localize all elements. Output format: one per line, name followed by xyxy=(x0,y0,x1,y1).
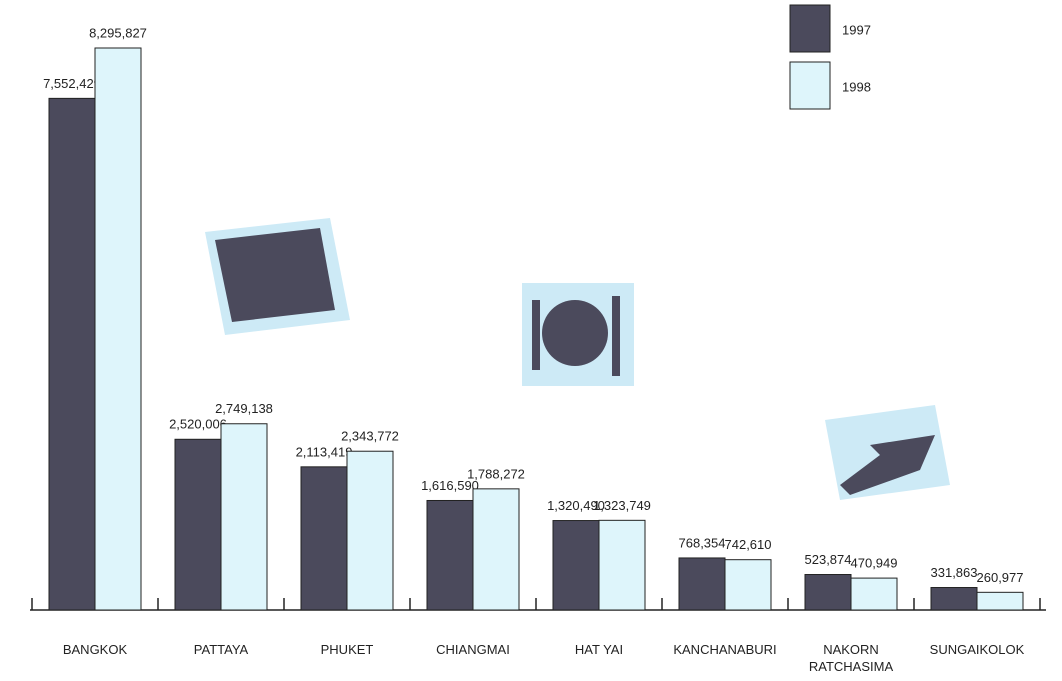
bar xyxy=(678,557,726,611)
x-tick-label: HAT YAI xyxy=(574,642,624,657)
value-label: 260,977 xyxy=(977,570,1024,585)
value-label: 470,949 xyxy=(851,556,898,571)
bar xyxy=(724,559,772,611)
bar xyxy=(300,466,348,611)
bar xyxy=(220,423,268,611)
x-tick-label: BANGKOK xyxy=(62,642,128,657)
value-label: 331,863 xyxy=(931,565,978,580)
value-label: 2,343,772 xyxy=(341,429,399,444)
legend-swatch xyxy=(789,4,831,53)
x-tick-label: NAKORN RATCHASIMA xyxy=(808,642,894,674)
value-label: 1,320,490 xyxy=(547,498,605,513)
bar xyxy=(346,450,394,611)
x-tick-label: KANCHANABURI xyxy=(673,642,777,657)
bar xyxy=(804,574,852,611)
value-label: 768,354 xyxy=(679,535,726,550)
value-label: 2,113,419 xyxy=(296,444,353,459)
value-label: 1,616,590 xyxy=(421,478,479,493)
bar xyxy=(598,519,646,611)
bar xyxy=(552,520,600,611)
bar xyxy=(174,438,222,611)
value-label: 7,552,429 xyxy=(43,76,101,91)
value-label: 1,323,749 xyxy=(593,498,651,513)
bar xyxy=(94,47,142,611)
value-label: 742,610 xyxy=(725,537,772,552)
x-tick-label: PHUKET xyxy=(320,642,374,657)
x-tick-label: CHIANGMAI xyxy=(436,642,510,657)
bar xyxy=(48,97,96,611)
value-label: 2,749,138 xyxy=(215,401,273,416)
bar xyxy=(472,488,520,611)
bar xyxy=(930,587,978,611)
value-label: 523,874 xyxy=(805,552,852,567)
value-label: 1,788,272 xyxy=(467,466,525,481)
bar xyxy=(426,499,474,611)
bar xyxy=(976,591,1024,611)
x-tick-label: SUNGAIKOLOK xyxy=(929,642,1025,657)
value-label: 8,295,827 xyxy=(89,25,147,40)
bar xyxy=(850,577,898,611)
legend-label: 1997 xyxy=(842,22,871,37)
legend-swatch xyxy=(789,61,831,110)
value-label: 2,520,006 xyxy=(169,417,227,432)
clip-art xyxy=(205,218,950,500)
legend-label: 1998 xyxy=(842,79,871,94)
x-tick-label: PATTAYA xyxy=(193,642,249,657)
